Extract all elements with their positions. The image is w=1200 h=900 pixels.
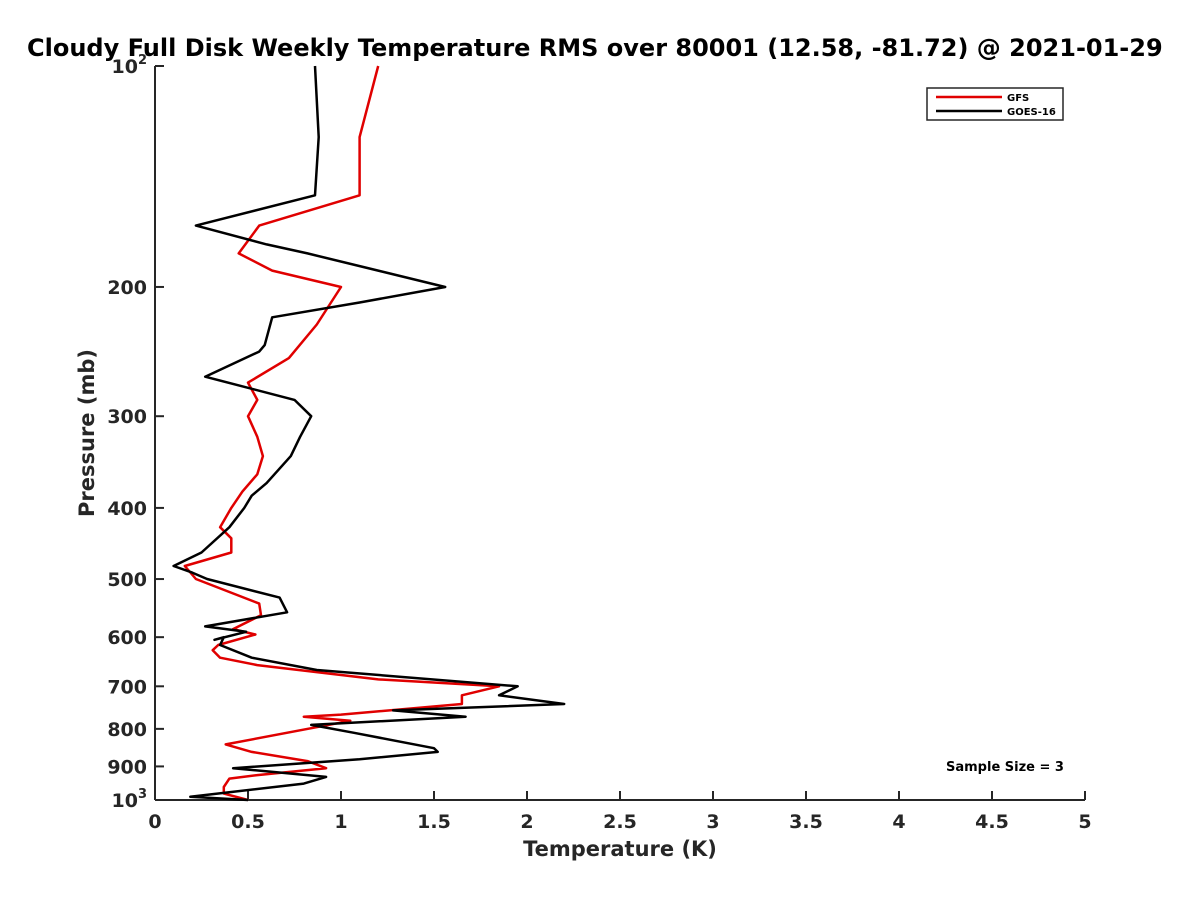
x-axis-label: Temperature (K) [523,837,717,861]
x-tick-label: 1.5 [417,811,451,833]
series-lines [172,65,566,802]
y-tick-label: 600 [107,627,147,649]
y-axis-label: Pressure (mb) [75,349,99,517]
y-tick-label: 500 [107,569,147,591]
x-tick-label: 3 [706,811,719,833]
legend-label: GOES-16 [1007,107,1056,118]
x-tick-label: 3.5 [789,811,823,833]
x-tick-label: 0 [148,811,161,833]
x-tick-label: 5 [1078,811,1091,833]
x-tick-label: 2 [520,811,533,833]
x-tick-label: 0.5 [231,811,265,833]
series-line-goes-16 [172,65,566,802]
plot-area: 0 0.5 1 1.5 2 2.5 3 3.5 4 4.5 5 102 200 300 400 500 600… [107,53,1091,833]
y-tick-label: 700 [107,676,147,698]
x-tick-label: 1 [334,811,347,833]
y-tick-label: 102 [112,53,148,78]
chart-title: Cloudy Full Disk Weekly Temperature RMS … [27,34,1163,62]
y-ticks: 102 200 300 400 500 600 700 800 900 103 [107,53,164,812]
y-tick-label: 200 [107,277,147,299]
x-ticks: 0 0.5 1 1.5 2 2.5 3 3.5 4 4.5 5 [148,791,1092,833]
legend: GFS GOES-16 [926,87,1064,121]
y-tick-label: 800 [107,719,147,741]
legend-box [926,87,1064,121]
x-tick-label: 4.5 [975,811,1009,833]
x-tick-label: 2.5 [603,811,637,833]
y-tick-label: 300 [107,406,147,428]
series-line-gfs [183,65,501,802]
sample-size-annotation: Sample Size = 3 [946,760,1064,775]
y-tick-label: 900 [107,756,147,778]
y-tick-label: 103 [112,787,148,812]
y-tick-label: 400 [107,498,147,520]
x-tick-label: 4 [892,811,905,833]
legend-label: GFS [1007,93,1029,104]
